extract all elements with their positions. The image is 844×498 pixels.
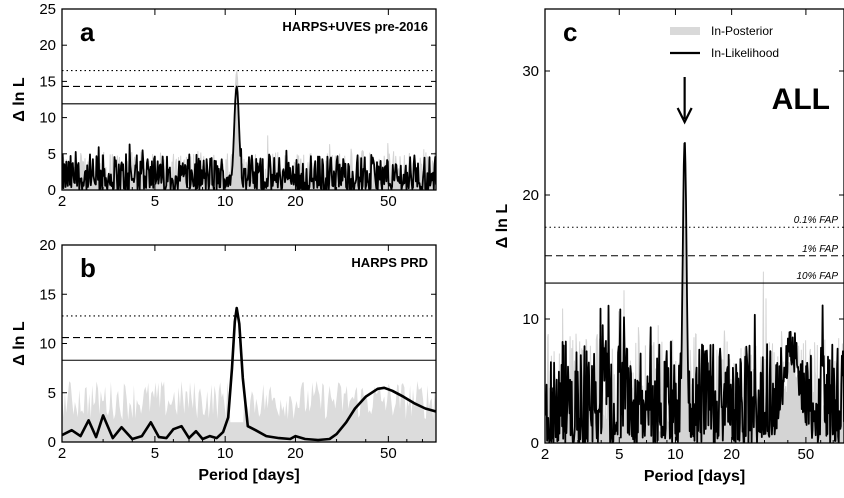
y-tick-label: 10 [522,311,539,328]
panel-title: ALL [772,83,830,116]
y-tick-label: 0 [531,435,539,452]
y-axis-label: Δ ln L [11,321,28,366]
y-tick-label: 30 [522,63,539,80]
y-tick-label: 20 [522,187,539,204]
x-tick-label: 20 [287,193,304,210]
x-tick-label: 10 [217,445,234,462]
x-tick-label: 5 [151,193,159,210]
x-axis-label: Period [days] [644,468,745,485]
y-tick-label: 15 [39,286,56,303]
y-tick-label: 20 [39,237,56,254]
y-axis-label: Δ ln L [11,77,28,122]
x-tick-label: 5 [151,445,159,462]
panel-c: 0.1% FAP 1% FAP 10% FAP 0 10 20 30 2 5 10 20 50 Δ ln… [494,8,844,485]
plot-frame [61,8,437,191]
x-tick-label: 20 [287,445,304,462]
x-tick-label: 10 [667,446,684,463]
x-tick-label: 50 [380,445,397,462]
y-tick-label: 10 [39,336,56,353]
plot-area-a [62,71,436,190]
x-tick-label: 2 [58,445,66,462]
x-axis-label: Period [days] [198,467,299,484]
panel-title: HARPS+UVES pre-2016 [282,19,428,34]
x-tick-label: 2 [58,193,66,210]
y-tick-label: 0 [48,434,56,451]
x-tick-label: 50 [380,193,397,210]
threshold-label: 0.1% FAP [794,215,839,226]
x-tick-label: 2 [541,446,549,463]
plot-frame [544,8,844,444]
x-tick-label: 20 [723,446,740,463]
y-tick-label: 0 [48,182,56,199]
likelihood-curve [62,306,436,442]
likelihood-curve [545,141,844,443]
threshold-label: 10% FAP [797,271,839,282]
panel-letter: a [80,17,95,47]
y-tick-label: 20 [39,37,56,54]
y-tick-label: 5 [48,385,56,402]
y-tick-label: 5 [48,146,56,163]
likelihood-curve [62,85,436,190]
x-tick-label: 5 [615,446,623,463]
panel-title: HARPS PRD [351,255,428,270]
y-axis-label: Δ ln L [494,204,511,249]
panel-letter: c [563,17,577,47]
y-tick-label: 25 [39,1,56,18]
plot-area-c [545,141,844,443]
threshold-label: 1% FAP [802,244,838,255]
y-tick-label: 15 [39,73,56,90]
x-tick-label: 10 [217,193,234,210]
peak-arrow-head [676,107,693,125]
legend-label: In-Likelihood [711,46,779,60]
x-tick-label: 50 [798,446,815,463]
y-tick-label: 10 [39,110,56,127]
legend-label: In-Posterior [711,24,773,38]
plot-area-b [62,306,436,442]
panel-letter: b [80,253,96,283]
